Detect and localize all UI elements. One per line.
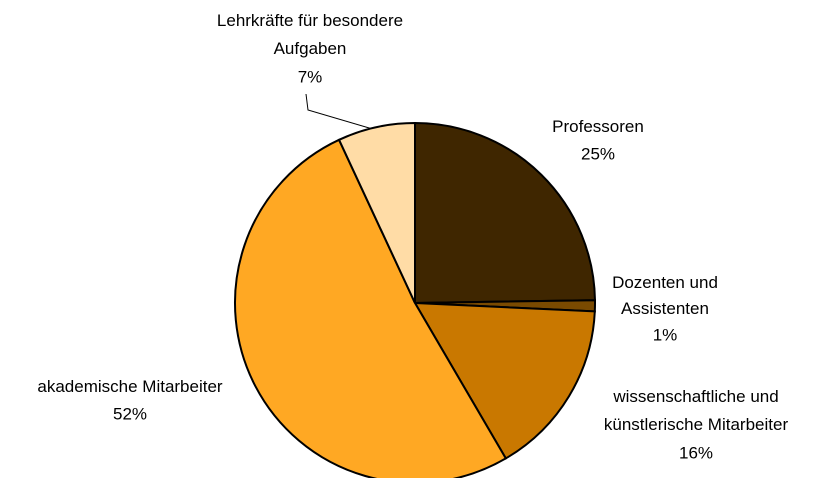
leader-line	[305, 93, 377, 131]
pie-slice	[413, 301, 596, 460]
value-label: 7%	[298, 67, 323, 86]
label-line: Professoren	[552, 117, 644, 136]
slice-label: Dozenten und Assistenten	[612, 273, 718, 318]
pie-slice	[337, 121, 416, 304]
slice-label: akademische Mitarbeiter	[37, 377, 223, 396]
slice-label: wissenschaftliche und künstlerische Mitar…	[604, 387, 789, 434]
label-line: Lehrkräfte für besondere	[217, 11, 403, 30]
value-label: 52%	[113, 404, 147, 423]
pie-slice	[414, 121, 596, 305]
pie-slice	[234, 138, 508, 478]
label-line: künstlerische Mitarbeiter	[604, 415, 789, 434]
label-line: Dozenten und	[612, 273, 718, 292]
value-label: 16%	[679, 443, 713, 462]
label-line: Assistenten	[621, 299, 709, 318]
value-label: 25%	[581, 144, 615, 163]
label-line: Aufgaben	[274, 39, 347, 58]
slice-label: Lehrkräfte für besondere Aufgaben	[217, 11, 403, 58]
slice-label: Professoren	[552, 117, 644, 136]
label-line: wissenschaftliche und	[612, 387, 778, 406]
value-label: 1%	[653, 325, 678, 344]
label-line: akademische Mitarbeiter	[37, 377, 223, 396]
